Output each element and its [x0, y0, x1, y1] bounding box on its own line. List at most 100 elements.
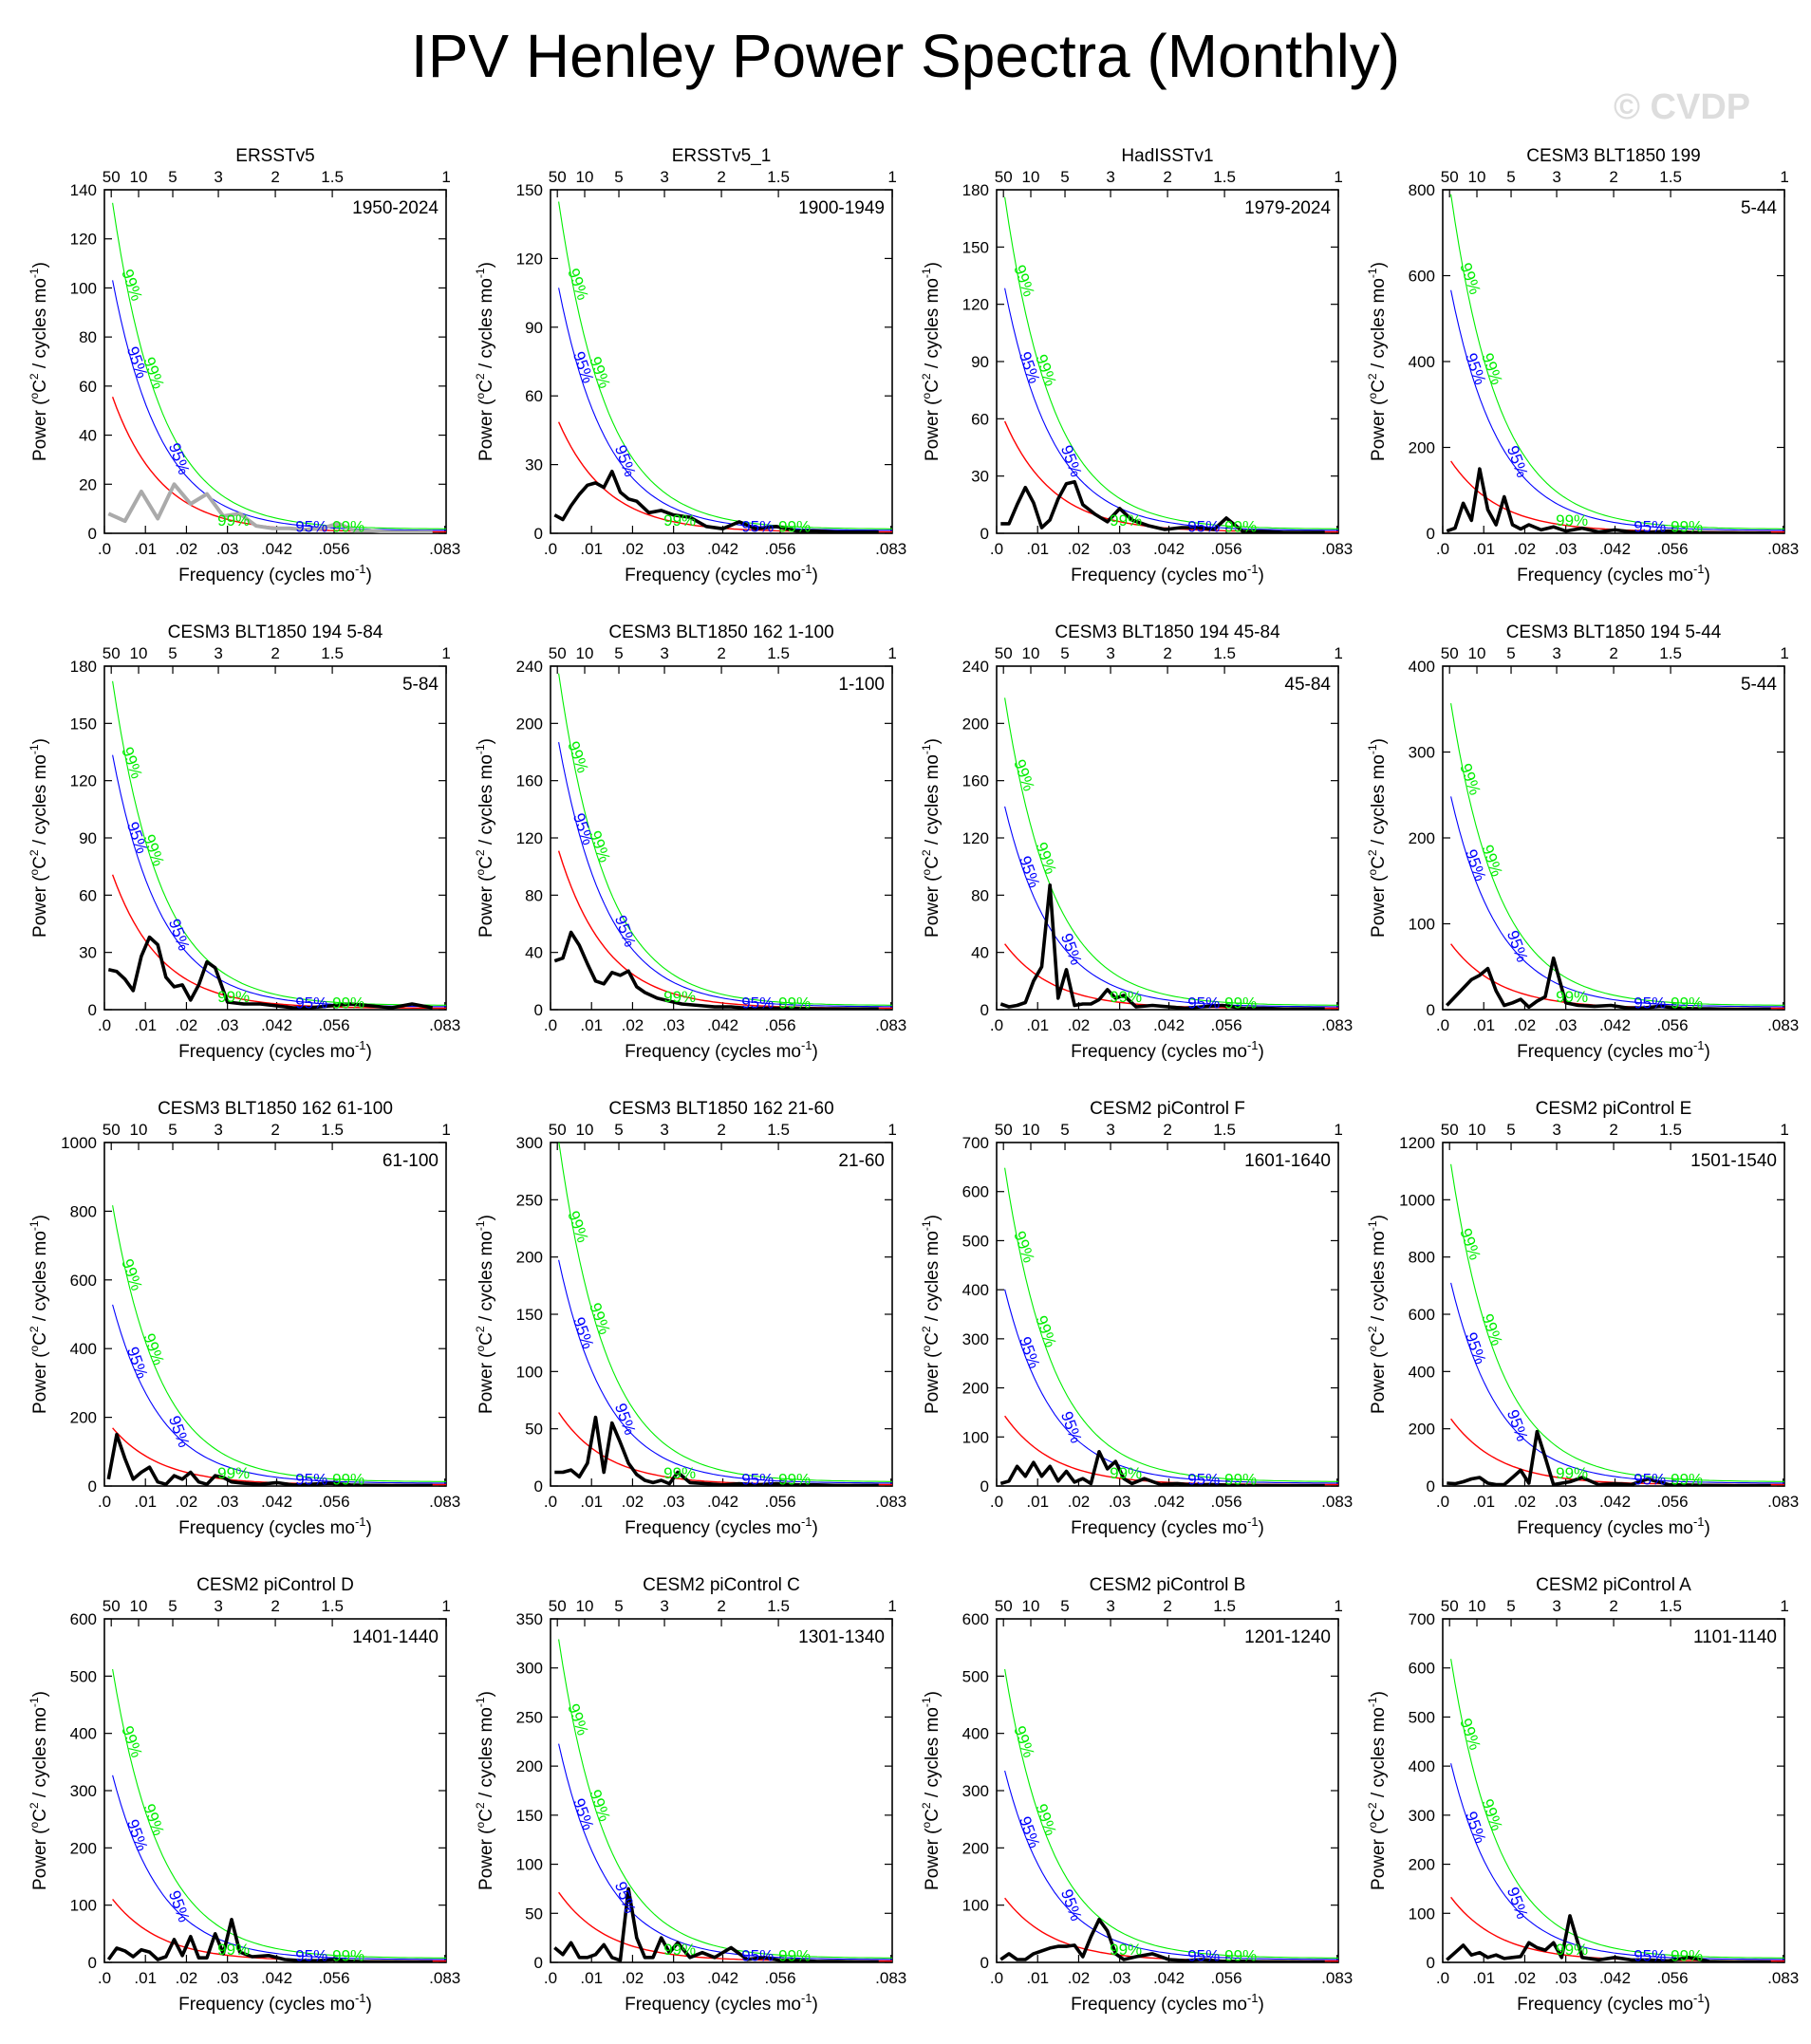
curve-label: 95% — [165, 1413, 193, 1449]
x-tick-label: .083 — [1321, 540, 1353, 558]
x-tick-label: .01 — [1472, 1493, 1495, 1511]
y-axis-label: Power (oC2 / cycles mo-1) — [28, 262, 50, 461]
red-noise-curve — [1450, 460, 1784, 533]
curve-label: 99% — [1456, 1716, 1484, 1752]
x-tick-label: .01 — [1026, 540, 1049, 558]
top-tick-label: 50 — [995, 168, 1013, 186]
x-tick-label: .083 — [429, 1969, 460, 1987]
confidence-99-curve — [1450, 1659, 1784, 1959]
top-tick-label: 5 — [168, 1597, 177, 1615]
y-tick-label: 100 — [516, 1856, 543, 1874]
panel-title: CESM2 piControl E — [1536, 1099, 1692, 1119]
y-tick-label: 0 — [980, 1001, 989, 1019]
y-tick-label: 0 — [980, 1954, 989, 1972]
top-tick-label: 50 — [103, 644, 121, 662]
curve-label: 95% — [1016, 1334, 1043, 1370]
x-axis-label: Frequency (cycles mo-1) — [178, 1991, 372, 2015]
x-tick-label: .056 — [1210, 1016, 1242, 1034]
x-tick-label: .042 — [1153, 1016, 1185, 1034]
y-tick-label: 200 — [962, 715, 989, 733]
y-tick-label: 200 — [1409, 829, 1435, 847]
confidence-99-curve — [1004, 1167, 1338, 1482]
top-tick-label: 5 — [168, 168, 177, 186]
x-tick-label: .056 — [764, 540, 795, 558]
curve-label: 99% — [1456, 1226, 1484, 1262]
top-tick-label: 2 — [717, 1121, 725, 1139]
x-tick-label: .03 — [1109, 1969, 1131, 1987]
top-tick-label: 1 — [887, 1121, 896, 1139]
curve-label: 99% — [1110, 1941, 1142, 1959]
y-tick-label: 0 — [980, 525, 989, 543]
x-tick-label: .083 — [1321, 1016, 1353, 1034]
top-tick-label: 10 — [1022, 168, 1040, 186]
plot-frame — [1442, 665, 1785, 1011]
plot-frame — [1442, 1618, 1785, 1963]
x-tick-label: .042 — [1599, 1016, 1631, 1034]
y-tick-label: 1000 — [1399, 1191, 1435, 1209]
x-tick-label: .083 — [1767, 1493, 1799, 1511]
x-tick-label: .02 — [622, 1493, 644, 1511]
y-tick-label: 140 — [70, 181, 97, 199]
x-tick-label: .0 — [98, 1493, 111, 1511]
x-tick-label: .02 — [622, 540, 644, 558]
panel-title: CESM3 BLT1850 194 5-44 — [1506, 622, 1722, 642]
x-axis-label: Frequency (cycles mo-1) — [1517, 1991, 1710, 2015]
curve-label: 99% — [1224, 1947, 1257, 1965]
period-label: 5-44 — [1741, 198, 1777, 218]
red-noise-curve — [111, 874, 446, 1010]
spectrum-line — [553, 930, 879, 1010]
panel-15: CESM2 piControl B 1201-1240 0 100 200 300 400 5… — [920, 1575, 1353, 2015]
panel-title: CESM2 piControl C — [643, 1575, 800, 1595]
y-axis-label: Power (oC2 / cycles mo-1) — [474, 1215, 496, 1414]
x-tick-label: .056 — [1656, 1493, 1688, 1511]
red-noise-curve — [112, 1898, 446, 1962]
curve-label: 95% — [1057, 1886, 1085, 1923]
top-tick-label: 2 — [1163, 644, 1171, 662]
curve-label: 99% — [1110, 988, 1142, 1006]
panel-title: CESM3 BLT1850 194 45-84 — [1055, 622, 1280, 642]
x-tick-label: .042 — [1153, 540, 1185, 558]
x-tick-label: .03 — [216, 1493, 239, 1511]
y-tick-label: 100 — [516, 1363, 543, 1381]
top-tick-label: 50 — [103, 1121, 121, 1139]
y-tick-label: 700 — [1409, 1610, 1435, 1628]
x-tick-label: .02 — [176, 1969, 198, 1987]
x-tick-label: .03 — [1555, 1969, 1578, 1987]
confidence-99-curve — [1450, 703, 1784, 1006]
curve-label: 99% — [1556, 988, 1588, 1006]
x-tick-label: .02 — [1514, 1493, 1537, 1511]
panel-title: CESM2 piControl D — [196, 1575, 354, 1595]
y-tick-label: 300 — [516, 1134, 543, 1152]
top-tick-label: 50 — [103, 168, 121, 186]
y-tick-label: 1200 — [1399, 1134, 1435, 1152]
top-tick-label: 1 — [441, 1597, 450, 1615]
x-tick-label: .0 — [990, 1016, 1003, 1034]
top-tick-label: 10 — [1468, 1597, 1486, 1615]
y-tick-label: 200 — [1409, 1421, 1435, 1439]
curve-label: 95% — [741, 1471, 774, 1489]
spectrum-line — [554, 1415, 879, 1486]
x-tick-label: .056 — [764, 1969, 795, 1987]
top-tick-label: 50 — [549, 1121, 567, 1139]
top-tick-label: 3 — [214, 168, 222, 186]
plot-area: 99%95%99%95%99% 95% 99% — [1447, 1163, 1784, 1486]
y-tick-label: 300 — [516, 1660, 543, 1678]
curve-label: 99% — [778, 1947, 811, 1965]
plot-area: 99%95%99%95%99% 95% 99% — [107, 202, 446, 533]
y-tick-label: 0 — [534, 525, 543, 543]
y-tick-label: 0 — [1427, 525, 1435, 543]
x-tick-label: .042 — [1599, 540, 1631, 558]
panel-5: CESM3 BLT1850 194 5-845-8403060901201501… — [28, 622, 460, 1062]
y-tick-label: 100 — [962, 1897, 989, 1915]
confidence-99-curve — [558, 201, 892, 530]
top-tick-label: 50 — [549, 168, 567, 186]
top-tick-label: 10 — [1468, 1121, 1486, 1139]
y-tick-label: 400 — [1409, 658, 1435, 676]
y-tick-label: 150 — [516, 1306, 543, 1324]
curve-label: 95% — [1634, 518, 1666, 536]
curve-label: 99% — [118, 1723, 145, 1759]
x-tick-label: .083 — [1767, 1969, 1799, 1987]
panel-title: CESM2 piControl B — [1090, 1575, 1246, 1595]
x-axis-label: Frequency (cycles mo-1) — [625, 1038, 818, 1062]
curve-label: 99% — [1010, 757, 1037, 793]
